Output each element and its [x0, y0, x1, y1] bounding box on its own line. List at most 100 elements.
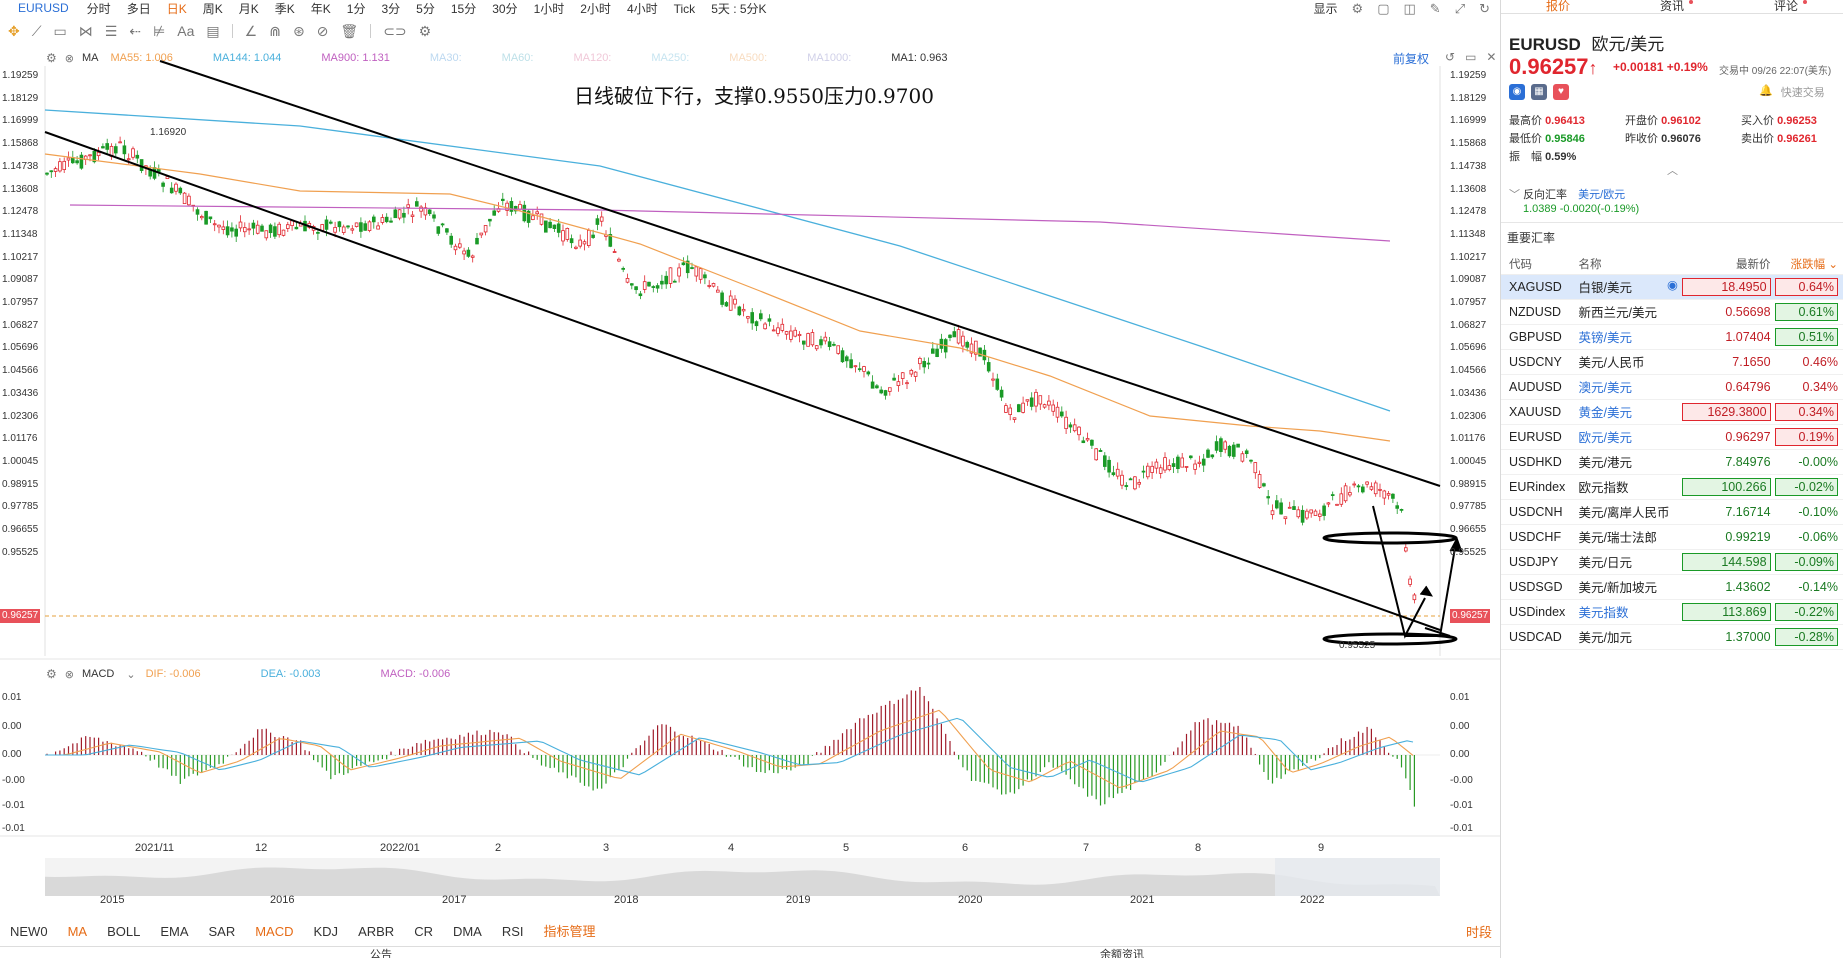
period-2[interactable]: 日K [166, 1, 187, 16]
rect-tool-icon[interactable]: ▭ [53, 22, 67, 39]
table-row[interactable]: XAGUSD 白银/美元 ◉ 18.4950 0.64% [1501, 274, 1843, 300]
period-13[interactable]: 2小时 [580, 1, 611, 16]
link-icon[interactable]: ⊂⊃ [383, 22, 407, 39]
channel-tool-icon[interactable]: ☰ [104, 22, 118, 39]
table-row[interactable]: GBPUSD 英镑/美元 1.07404 0.51% [1501, 324, 1843, 350]
reset-icon[interactable]: ↺ [1445, 50, 1456, 64]
period-10[interactable]: 15分 [450, 1, 477, 16]
line-tool-icon[interactable]: ⟋ [31, 22, 42, 39]
ma-legend-item[interactable]: MA144: 1.044 [212, 52, 282, 64]
layout-icon[interactable]: ▢ [1377, 0, 1390, 16]
table-row[interactable]: XAUUSD 黄金/美元 1629.3800 0.34% [1501, 399, 1843, 425]
tab-balance-info[interactable]: 余额资讯 [1100, 949, 1144, 958]
indicator-boll[interactable]: BOLL [107, 923, 141, 939]
macd-legend-item[interactable]: MACD: -0.006 [380, 668, 451, 680]
indicator-cr[interactable]: CR [414, 923, 433, 939]
bell-icon[interactable]: 🔔 [1759, 85, 1773, 97]
period-0[interactable]: 分时 [86, 1, 111, 16]
camera-icon[interactable]: ◫ [1403, 0, 1416, 16]
table-row[interactable]: AUDUSD 澳元/美元 0.64796 0.34% [1501, 374, 1843, 400]
ma-legend-item[interactable]: MA250: [651, 52, 690, 64]
ma-legend-item[interactable]: MA60: [501, 52, 534, 64]
col-code[interactable]: 代码 [1501, 254, 1573, 275]
col-name[interactable]: 名称 [1572, 254, 1682, 275]
arrow-tool-icon[interactable]: ⇠ [129, 22, 142, 39]
ma-close-icon[interactable]: ⊗ [64, 52, 74, 65]
indicator-rsi[interactable]: RSI [501, 923, 524, 939]
indicator-dma[interactable]: DMA [452, 923, 482, 939]
refresh-icon[interactable]: ↻ [1479, 0, 1490, 16]
trash-icon[interactable]: 🗑 [340, 22, 359, 39]
chevron-down-icon[interactable]: ﹀ [1509, 189, 1520, 201]
indicator-macd[interactable]: MACD [255, 923, 294, 939]
table-row[interactable]: EURindex 欧元指数 100.266 -0.02% [1501, 474, 1843, 500]
fullscreen-icon[interactable]: ⤢ [1454, 0, 1466, 16]
chevron-down-icon[interactable]: ⌄ [126, 668, 136, 681]
indicator-arbr[interactable]: ARBR [358, 923, 395, 939]
ma-legend-item[interactable]: MA120: [573, 52, 612, 64]
period-7[interactable]: 1分 [346, 1, 366, 16]
indicator-ma[interactable]: MA [67, 923, 88, 939]
ma-legend-item[interactable]: MA30: [429, 52, 462, 64]
period-14[interactable]: 4小时 [626, 1, 658, 16]
tab-comments[interactable]: 评论 [1729, 0, 1843, 13]
macd-legend-item[interactable]: DIF: -0.006 [145, 668, 201, 680]
fork-tool-icon[interactable]: ⋈ [78, 22, 93, 39]
table-row[interactable]: USDCNH 美元/离岸人民币 7.16714 -0.10% [1501, 499, 1843, 525]
period-5[interactable]: 季K [274, 1, 295, 16]
text-tool-icon[interactable]: Aa [177, 23, 195, 39]
adjust-button[interactable]: 前复权 [1393, 52, 1430, 66]
col-change[interactable]: 涨跌幅 ⌄ [1774, 254, 1843, 275]
heart-icon[interactable]: ♥ [1553, 84, 1569, 100]
macd-settings-icon[interactable]: ⚙ [46, 667, 57, 681]
hide-icon[interactable]: ⊘ [316, 22, 329, 39]
chart-close-icon[interactable]: ✕ [1486, 50, 1497, 64]
quick-trade-button[interactable]: 快速交易 [1780, 87, 1825, 99]
comment-tool-icon[interactable]: ▤ [206, 22, 220, 39]
gear-icon[interactable]: ⚙ [1351, 0, 1364, 16]
ruler-tool-icon[interactable]: ∠ [244, 22, 258, 39]
indicator-kdj[interactable]: KDJ [313, 923, 339, 939]
chevron-up-icon[interactable]: ︿ [1667, 165, 1678, 177]
period-11[interactable]: 30分 [492, 1, 518, 16]
indicator-ema[interactable]: EMA [160, 923, 189, 939]
table-row[interactable]: NZDUSD 新西兰元/美元 0.56698 0.61% [1501, 299, 1843, 325]
table-row[interactable]: USDHKD 美元/港元 7.84976 -0.00% [1501, 449, 1843, 475]
chart-area[interactable]: ⚙ ⊗ MA MA55: 1.006 MA144: 1.044 MA900: 1.1… [0, 46, 1500, 918]
macd-close-icon[interactable]: ⊗ [64, 668, 74, 681]
eye-icon[interactable]: ⊛ [292, 22, 305, 39]
table-row[interactable]: USDCNY 美元/人民币 7.1650 0.46% [1501, 349, 1843, 375]
table-row[interactable]: USDJPY 美元/日元 144.598 -0.09% [1501, 549, 1843, 575]
kline-chart[interactable] [0, 46, 1500, 918]
calendar-icon[interactable]: ▦ [1531, 84, 1547, 100]
tab-announcement[interactable]: 公告 [370, 949, 392, 958]
indicator-指标管理[interactable]: 指标管理 [543, 923, 596, 939]
ma-legend-item[interactable]: MA1: 0.963 [891, 52, 948, 64]
table-row[interactable]: USDindex 美元指数 113.869 -0.22% [1501, 599, 1843, 625]
table-row[interactable]: EURUSD 欧元/美元 0.96297 0.19% [1501, 424, 1843, 450]
display-menu[interactable]: 显示 [1313, 2, 1338, 16]
period-12[interactable]: 1小时 [533, 1, 565, 16]
ma-legend-item[interactable]: MA55: 1.006 [110, 52, 173, 64]
globe-icon[interactable]: ◉ [1509, 84, 1525, 100]
magnet-icon[interactable]: ⋒ [269, 22, 281, 39]
ma-legend-item[interactable]: MA500: [729, 52, 768, 64]
period-1[interactable]: 多日 [126, 1, 151, 16]
crosshair-icon[interactable]: ✥ [8, 22, 20, 39]
reverse-pair-link[interactable]: 美元/欧元 [1578, 189, 1626, 201]
table-row[interactable]: USDCAD 美元/加元 1.37000 -0.28% [1501, 624, 1843, 650]
timeshare-button[interactable]: 时段 [1465, 925, 1492, 940]
period-8[interactable]: 3分 [381, 1, 401, 16]
table-row[interactable]: USDSGD 美元/新加坡元 1.43602 -0.14% [1501, 574, 1843, 600]
eye-icon[interactable]: ◉ [1667, 278, 1678, 292]
ma-settings-icon[interactable]: ⚙ [46, 51, 57, 65]
period-9[interactable]: 5分 [416, 1, 435, 16]
period-16[interactable]: 5天 : 5分K [711, 1, 767, 16]
table-row[interactable]: USDCHF 美元/瑞士法郎 0.99219 -0.06% [1501, 524, 1843, 550]
ma-legend-item[interactable]: MA900: 1.131 [321, 52, 390, 64]
tab-quote[interactable]: 报价 [1545, 0, 1570, 13]
settings-small-icon[interactable]: ⚙ [418, 22, 432, 39]
period-4[interactable]: 月K [238, 1, 259, 16]
col-price[interactable]: 最新价 [1681, 254, 1775, 275]
period-6[interactable]: 年K [310, 1, 331, 16]
